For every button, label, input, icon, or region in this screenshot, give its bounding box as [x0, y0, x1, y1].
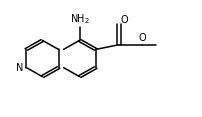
Text: NH$_2$: NH$_2$	[70, 12, 89, 26]
Text: O: O	[138, 33, 146, 43]
Text: N: N	[16, 63, 23, 73]
Text: O: O	[120, 15, 128, 25]
